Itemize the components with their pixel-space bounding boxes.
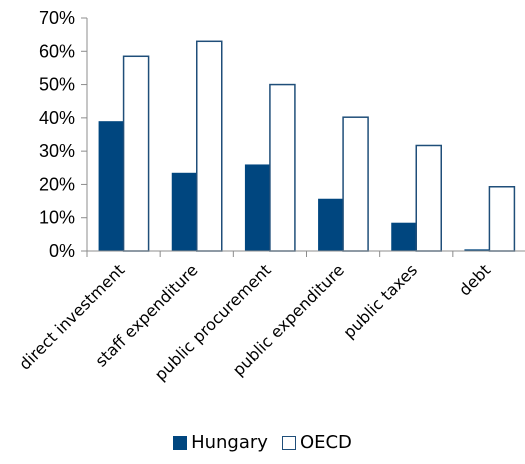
y-tick-label: 60% [39, 41, 75, 61]
bar-hungary-4 [318, 198, 344, 251]
y-tick-label: 0% [49, 241, 75, 261]
x-tick-label: debt [455, 260, 494, 299]
bar-oecd-3 [269, 83, 296, 252]
legend-swatch-oecd [281, 435, 296, 450]
legend-swatch-hungary [173, 435, 188, 450]
bar-chart: 0%10%20%30%40%50%60%70%direct investment… [15, 8, 525, 384]
bar-hungary-5 [391, 222, 417, 251]
bar-oecd-5 [415, 144, 442, 252]
legend-label-hungary: Hungary [191, 432, 268, 453]
bar-hungary-1 [98, 121, 124, 251]
bar-hungary-6 [464, 249, 490, 251]
bar-hungary-2 [171, 172, 197, 251]
legend-item-oecd: OECD [281, 432, 352, 453]
y-tick-label: 20% [39, 174, 75, 194]
legend-item-hungary: Hungary [173, 432, 268, 453]
bar-oecd-6 [488, 186, 516, 252]
bar-oecd-1 [122, 55, 150, 252]
bar-oecd-2 [196, 40, 223, 252]
x-tick-label: public taxes [339, 260, 421, 342]
legend-label-oecd: OECD [299, 432, 352, 453]
bar-oecd-4 [342, 116, 369, 252]
y-tick-label: 30% [39, 141, 75, 161]
y-tick-label: 10% [39, 208, 75, 228]
legend: Hungary OECD [0, 432, 525, 453]
bar-hungary-3 [244, 164, 270, 251]
y-tick-label: 70% [39, 8, 75, 28]
y-tick-label: 50% [39, 75, 75, 95]
y-tick-label: 40% [39, 108, 75, 128]
